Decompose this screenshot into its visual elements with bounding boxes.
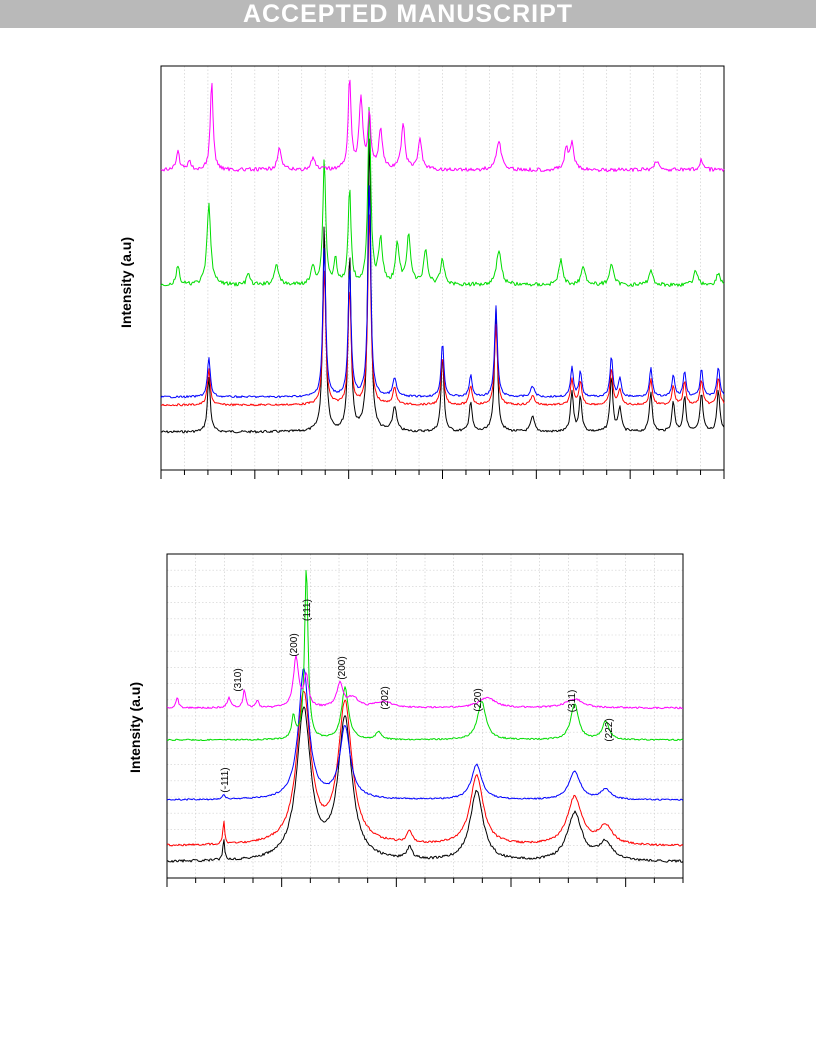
top-xrd-chart bbox=[160, 65, 725, 479]
top-series-magenta bbox=[160, 79, 725, 173]
top-series-blue bbox=[160, 185, 725, 399]
peak-label: (220) bbox=[473, 688, 484, 711]
bottom-series-black bbox=[166, 706, 684, 863]
peak-label: (311) bbox=[567, 690, 578, 713]
bottom-xrd-chart: (-111) (310) (200) (111) (200) (202) (220) (311… bbox=[166, 553, 684, 887]
peak-label: (222) bbox=[604, 718, 615, 741]
top-series-green bbox=[160, 106, 725, 287]
top-series-red bbox=[161, 214, 725, 407]
peak-label: (-111) bbox=[220, 767, 231, 792]
bottom-series-blue bbox=[166, 667, 684, 801]
peak-label: (310) bbox=[233, 668, 244, 691]
peak-label: (200) bbox=[289, 633, 300, 656]
bottom-series-magenta bbox=[166, 654, 684, 710]
top-series-black bbox=[160, 138, 725, 434]
accepted-manuscript-banner: ACCEPTED MANUSCRIPT bbox=[0, 0, 816, 28]
bottom-series-green bbox=[166, 569, 684, 741]
peak-label: (200) bbox=[337, 656, 348, 679]
peak-label: (111) bbox=[302, 599, 313, 621]
peak-label: (202) bbox=[380, 686, 391, 709]
bottom-series-red bbox=[166, 691, 684, 847]
